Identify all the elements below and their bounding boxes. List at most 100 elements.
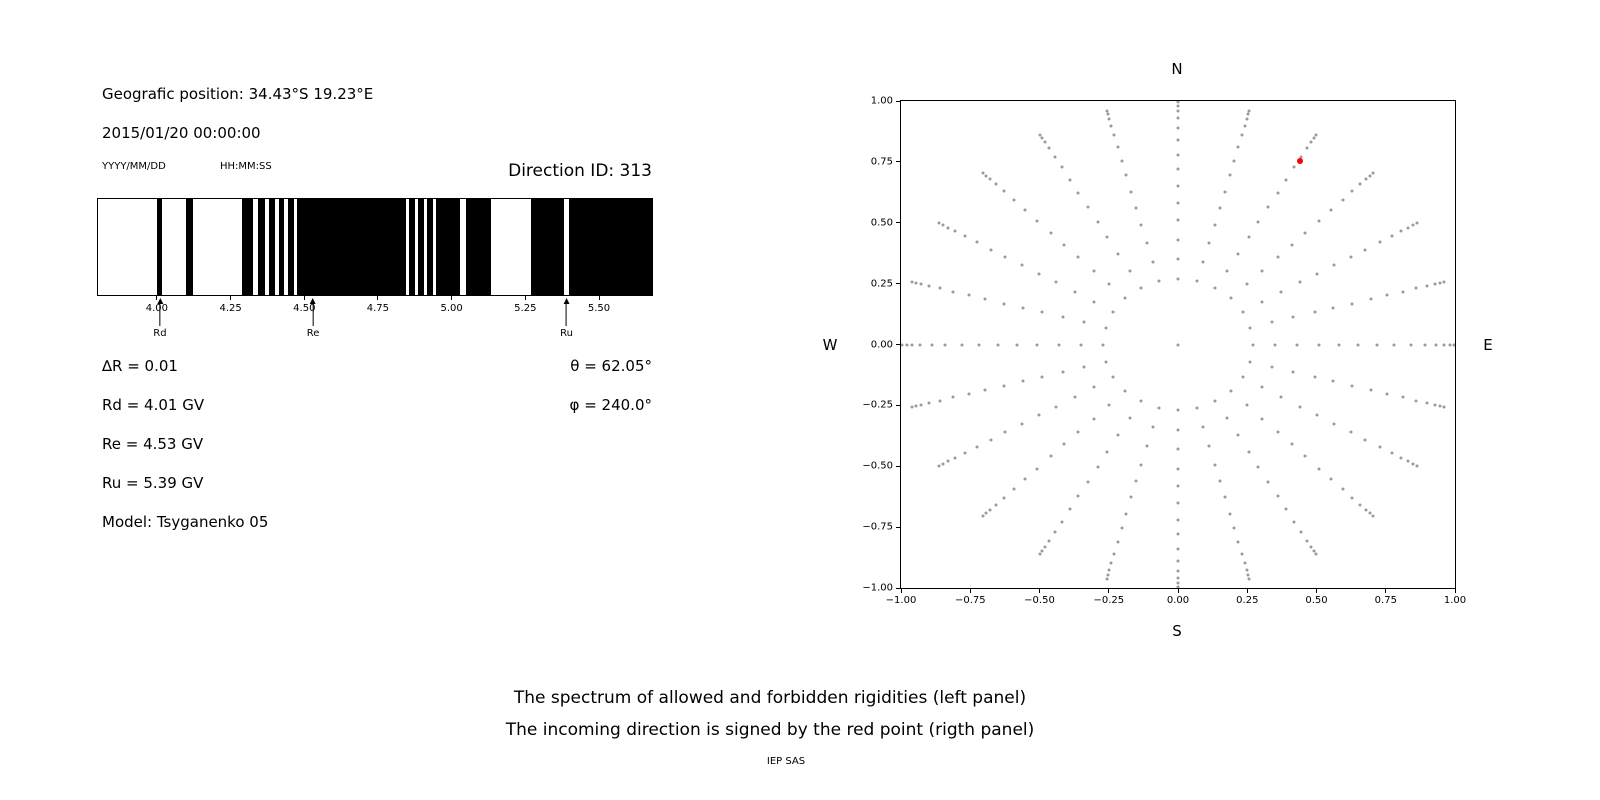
- scatter-dot: [1176, 569, 1180, 573]
- annotation-arrow: Ru: [560, 298, 573, 339]
- scatter-dot: [1349, 430, 1353, 434]
- scatter-dot: [1245, 568, 1249, 572]
- scatter-dot: [1060, 520, 1064, 524]
- scatter-dot: [1442, 405, 1446, 409]
- scatter-dot: [1128, 416, 1131, 420]
- scatter-dot: [1358, 182, 1362, 186]
- spectrum-band: [242, 199, 254, 295]
- x-tick: [900, 589, 902, 593]
- scatter-dot: [1096, 220, 1100, 224]
- rd-value: Rd = 4.01 GV: [102, 396, 205, 414]
- scatter-dot: [1371, 514, 1375, 518]
- arrow-shaft: [566, 304, 567, 326]
- scatter-dot: [1124, 512, 1128, 516]
- scatter-dot: [1331, 306, 1335, 310]
- scatter-dot: [1236, 252, 1240, 256]
- y-tick-label: 0.00: [870, 339, 893, 350]
- scatter-dot: [1105, 109, 1109, 112]
- scatter-dot: [1106, 573, 1110, 577]
- scatter-dot: [1442, 280, 1446, 284]
- geo-position-text: Geografic position: 34.43°S 19.23°E: [102, 85, 374, 103]
- caption-line-1: The spectrum of allowed and forbidden ri…: [513, 688, 1027, 708]
- scatter-dot: [910, 343, 914, 346]
- scatter-dot: [1315, 272, 1319, 276]
- direction-id-text: Direction ID: 313: [508, 161, 652, 181]
- scatter-dot: [1176, 201, 1180, 205]
- scatter-dot: [1053, 155, 1057, 159]
- scatter-dot: [1116, 145, 1120, 149]
- scatter-dot: [1303, 231, 1307, 235]
- scatter-dot: [1411, 462, 1415, 466]
- scatter-dot: [1232, 159, 1236, 163]
- scatter-dot: [981, 514, 985, 518]
- scatter-dot: [1207, 444, 1211, 448]
- x-tick: [1246, 589, 1248, 593]
- scatter-dot: [1035, 219, 1039, 222]
- x-tick-label: 4.25: [219, 303, 242, 314]
- y-tick-label: 0.75: [870, 156, 893, 168]
- scatter-dot: [1139, 286, 1143, 290]
- scatter-dot: [1116, 252, 1120, 256]
- scatter-dot: [1390, 451, 1393, 455]
- arrow-up-icon: [310, 298, 317, 304]
- scatter-dot: [1392, 343, 1396, 346]
- scatter-dot: [1123, 296, 1127, 300]
- annotation-label: Re: [306, 328, 320, 339]
- scatter-dot: [1105, 577, 1109, 580]
- scatter-dot: [1236, 433, 1240, 437]
- y-tick: [896, 587, 900, 589]
- scatter-dot: [963, 451, 966, 455]
- scatter-dot: [1218, 206, 1222, 210]
- scatter-dot: [1195, 279, 1199, 283]
- scatter-dot: [1124, 173, 1128, 177]
- scatter-dot: [967, 293, 971, 297]
- scatter-dot: [1040, 310, 1043, 314]
- scatter-dot: [1305, 539, 1309, 543]
- spectrum-band: [568, 199, 652, 295]
- scatter-dot: [1176, 585, 1180, 588]
- scatter-dot-layer: [901, 101, 1455, 588]
- scatter-dot: [1120, 526, 1124, 530]
- scatter-dot: [1145, 444, 1149, 448]
- scatter-dot: [1002, 189, 1006, 193]
- scatter-dot: [1279, 290, 1283, 294]
- y-tick-label: −0.75: [862, 521, 893, 533]
- scatter-dot: [1057, 343, 1061, 346]
- scatter-dot: [1076, 255, 1080, 259]
- scatter-dot: [1040, 375, 1043, 379]
- x-tick: [598, 296, 600, 300]
- scatter-dot: [989, 438, 993, 441]
- rigidity-spectrum-xaxis: 4.00 4.25 4.50 4.75 5.00 5.25 5.50 Rd Re Ru: [98, 296, 652, 360]
- scatter-dot: [983, 388, 987, 392]
- scatter-dot: [1003, 430, 1007, 434]
- x-tick: [524, 296, 526, 300]
- arrow-shaft: [159, 304, 161, 326]
- scatter-dot: [1245, 282, 1249, 286]
- scatter-dot: [1223, 190, 1227, 194]
- scatter-dot: [1241, 310, 1245, 314]
- scatter-dot: [1201, 425, 1205, 429]
- scatter-dot: [1107, 282, 1111, 286]
- y-tick: [896, 465, 900, 467]
- scatter-dot: [1266, 480, 1270, 484]
- scatter-dot: [1363, 248, 1367, 251]
- y-tick-label: −1.00: [862, 582, 893, 594]
- x-tick-label: 0.75: [1374, 595, 1397, 606]
- scatter-dot: [1291, 370, 1295, 374]
- scatter-dot: [1109, 561, 1113, 565]
- scatter-dot: [941, 462, 945, 466]
- x-tick-label: −1.00: [885, 595, 917, 606]
- scatter-dot: [1375, 343, 1379, 346]
- scatter-dot: [1049, 231, 1053, 235]
- scatter-dot: [1213, 463, 1217, 466]
- y-tick: [896, 283, 900, 285]
- scatter-dot: [918, 343, 922, 346]
- scatter-dot: [1111, 310, 1115, 314]
- scatter-dot: [1021, 379, 1025, 383]
- scatter-dot: [1176, 138, 1180, 142]
- scatter-dot: [1425, 284, 1429, 288]
- scatter-dot: [914, 281, 918, 285]
- scatter-dot: [1369, 388, 1373, 392]
- scatter-dot: [1241, 375, 1245, 379]
- scatter-dot: [1053, 530, 1057, 534]
